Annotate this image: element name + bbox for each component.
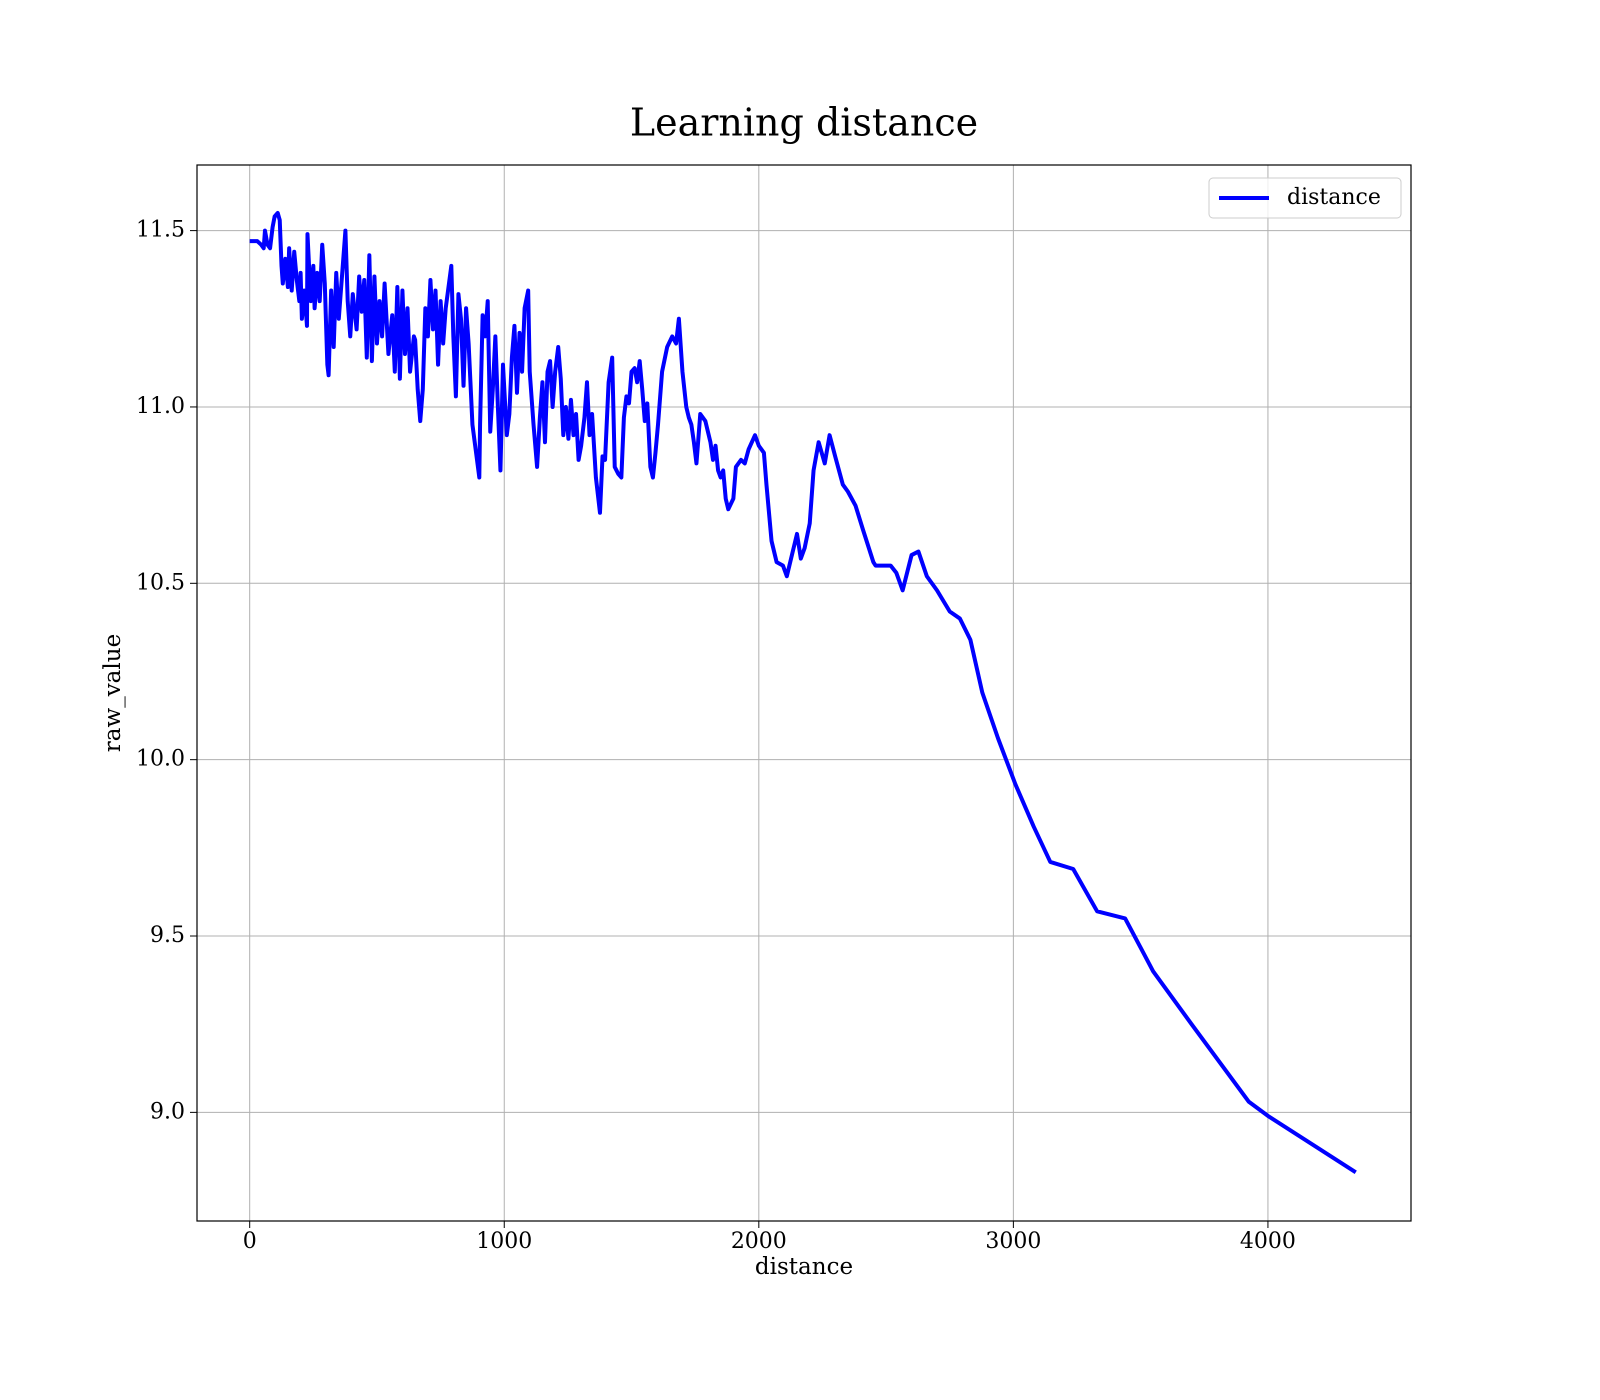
x-tick-label: 3000: [985, 1229, 1041, 1254]
y-axis-label: raw_value: [100, 634, 126, 752]
legend-box: [1208, 177, 1402, 219]
y-tick-label: 11.0: [136, 394, 185, 419]
y-tick-label: 10.5: [136, 570, 185, 595]
legend-label: distance: [1287, 185, 1381, 210]
y-tick-label: 10.0: [136, 747, 185, 772]
y-tick-label: 9.0: [150, 1099, 185, 1124]
x-tick-label: 0: [243, 1229, 257, 1254]
x-tick-label: 4000: [1240, 1229, 1296, 1254]
data-line: [249, 210, 1357, 1175]
y-tick-label: 11.5: [136, 218, 185, 243]
y-tick-label: 9.5: [150, 923, 185, 948]
x-axis-label: distance: [755, 1254, 853, 1280]
legend: distance: [1208, 177, 1402, 219]
chart-title: Learning distance: [630, 101, 978, 145]
plot-frame: [196, 164, 1412, 1222]
x-tick-label: 2000: [731, 1229, 787, 1254]
x-tick-label: 1000: [476, 1229, 532, 1254]
